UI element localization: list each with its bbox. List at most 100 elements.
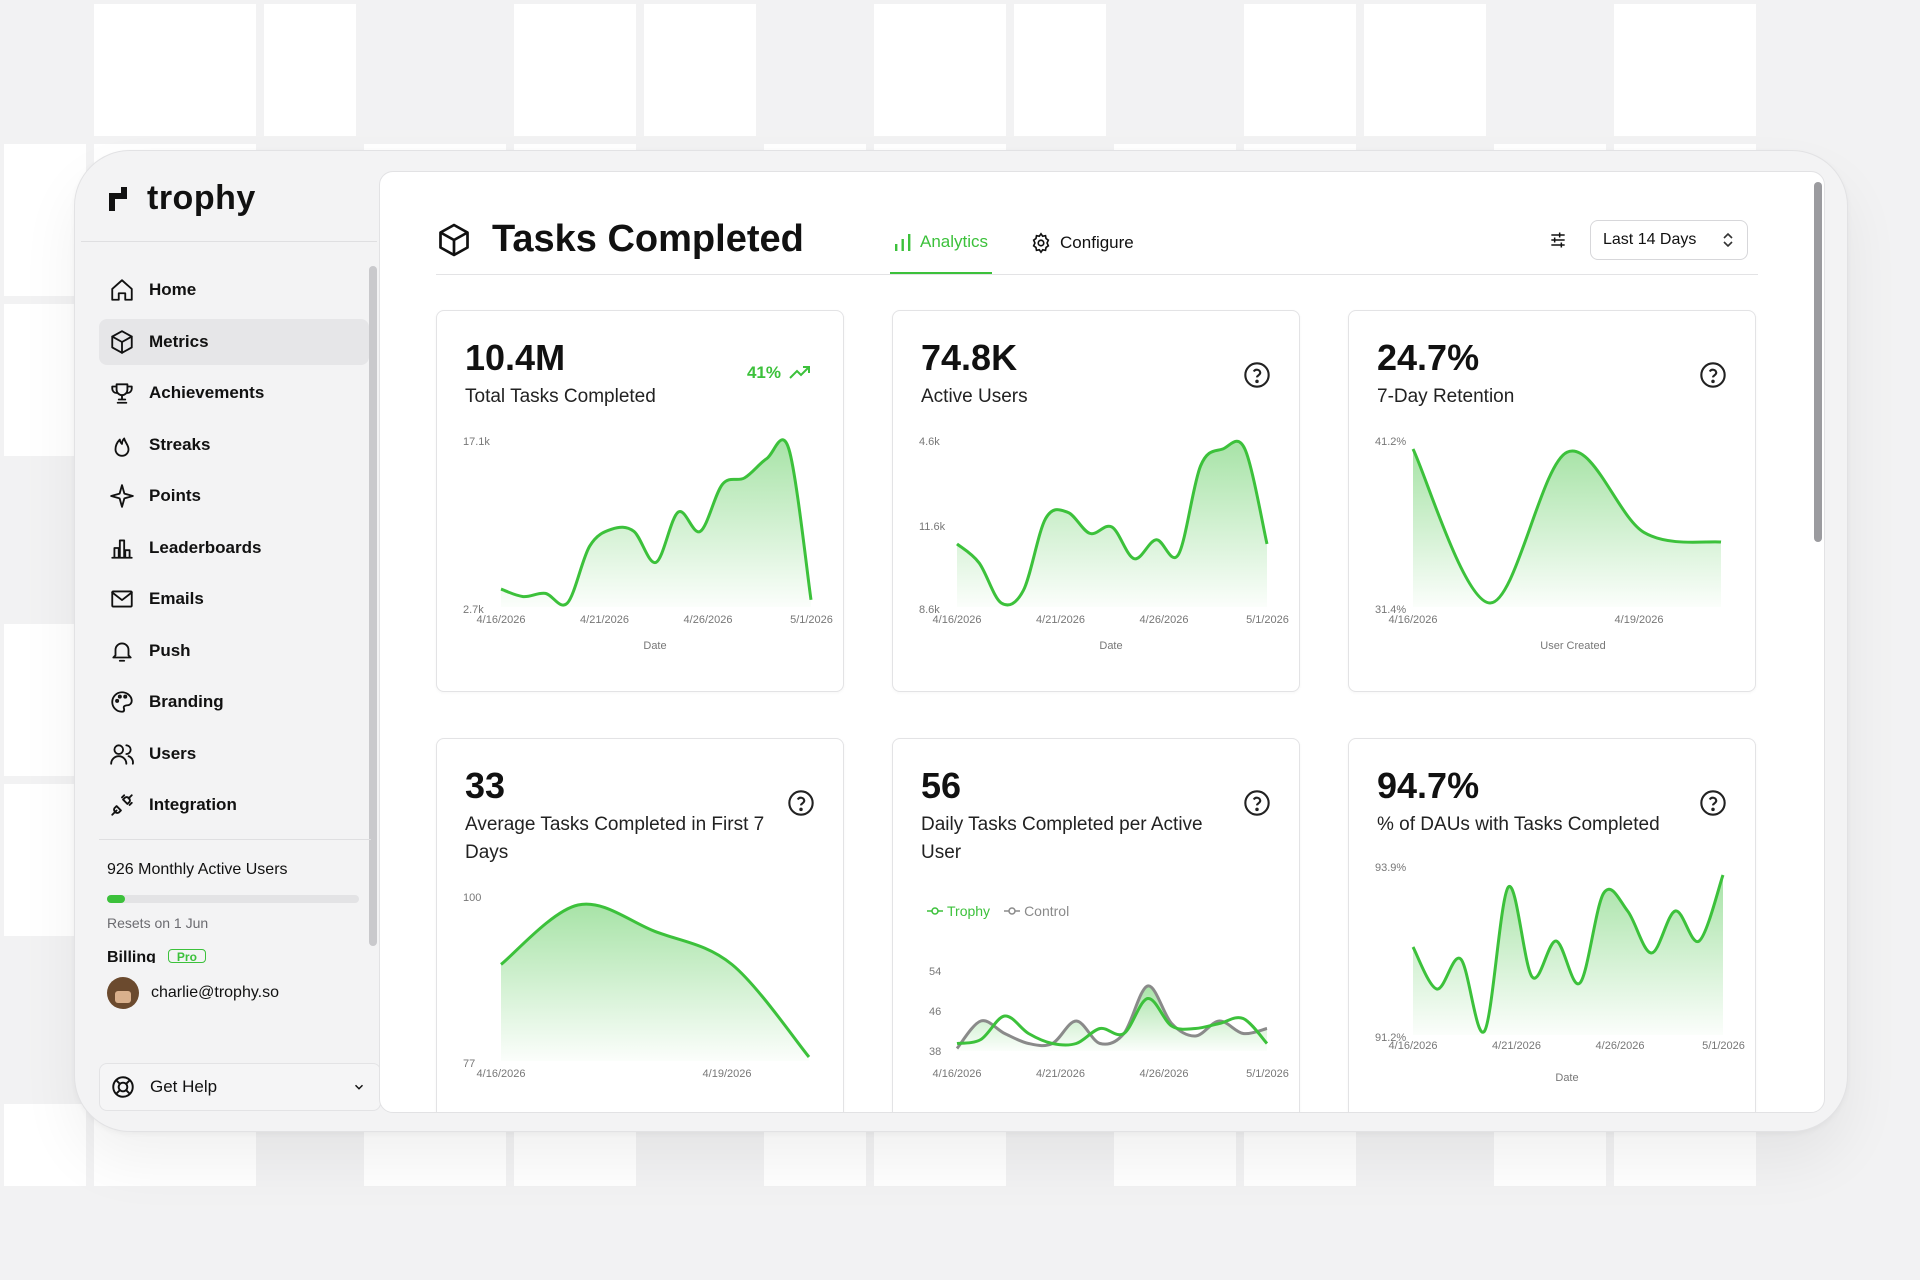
sidebar-item-metrics[interactable]: Metrics	[99, 318, 369, 365]
x-tick-label: 4/16/2026	[1389, 1040, 1438, 1052]
tab-analytics[interactable]: Analytics	[890, 212, 993, 274]
main-scrollbar[interactable]	[1814, 182, 1822, 542]
metric-value: 33	[465, 765, 506, 806]
metric-value: 74.8K	[921, 337, 1018, 378]
background-tile	[874, 4, 1006, 136]
sidebar-item-points[interactable]: Points	[99, 473, 369, 519]
flame-icon	[114, 437, 130, 457]
x-tick-label: 4/21/2026	[1036, 614, 1085, 626]
series-line	[955, 984, 1268, 1050]
sidebar-item-label: Metrics	[149, 331, 209, 351]
plan-badge: Pro	[167, 949, 206, 963]
help-icon[interactable]	[787, 789, 815, 822]
x-tick-label: 4/16/2026	[933, 1068, 982, 1080]
metric-card[interactable]: 74.8K Active Users 4.6k 8.6k 11.6k 4/16/2026 4…	[892, 310, 1300, 692]
metric-label: Active Users	[921, 386, 1028, 407]
sidebar-item-users[interactable]: Users	[99, 731, 369, 777]
sidebar-scrollbar[interactable]	[369, 266, 377, 946]
date-range-select[interactable]: Last 14 Days	[1590, 220, 1748, 260]
header-divider	[436, 274, 1758, 275]
sidebar-item-label: Home	[149, 280, 197, 299]
logo-text: trophy	[147, 179, 256, 217]
sidebar-item-branding[interactable]: Branding	[99, 679, 369, 725]
tab-configure[interactable]: Configure	[1026, 212, 1138, 274]
metric-card[interactable]: 10.4M Total Tasks Completed 41% 17.1k 2.7k 4/…	[436, 310, 844, 692]
y-tick-label: 11.6k	[919, 521, 946, 533]
chart: 100 774/16/2026 4/19/2026	[463, 892, 811, 1080]
sidebar-item-leaderboards[interactable]: Leaderboards	[99, 525, 369, 571]
help-icon[interactable]	[1699, 789, 1727, 822]
y-tick-label: 4.6k	[919, 436, 940, 448]
series-line	[956, 439, 1269, 607]
plug-icon	[111, 794, 133, 816]
metric-label: Average Tasks Completed in First 7 Days	[465, 814, 765, 863]
area-fill	[1413, 875, 1723, 1035]
sidebar-item-streaks[interactable]: Streaks	[99, 422, 369, 468]
get-help-button[interactable]: Get Help	[99, 1063, 381, 1111]
user-account[interactable]: charlie@trophy.so	[107, 977, 279, 1009]
legend: Trophy Control	[927, 903, 1069, 919]
filter-button[interactable]	[1548, 230, 1568, 255]
gear-icon	[1032, 232, 1050, 254]
metric-card[interactable]: 33 Average Tasks Completed in First 7 Day…	[436, 738, 844, 1112]
divider	[81, 241, 377, 242]
help-icon[interactable]	[1699, 361, 1727, 394]
cube-icon	[439, 223, 469, 256]
y-tick-label: 77	[463, 1058, 475, 1070]
series-line	[500, 438, 813, 607]
sidebar-item-integration[interactable]: Integration	[99, 782, 369, 828]
y-tick-label: 46	[929, 1006, 941, 1018]
background-tile	[4, 624, 86, 776]
sidebar-item-label: Emails	[149, 589, 204, 608]
sidebar-item-label: Users	[149, 743, 197, 763]
x-tick-label: 5/1/2026	[1246, 1068, 1289, 1080]
x-tick-label: 4/26/2026	[684, 614, 733, 626]
x-tick-label: 4/21/2026	[1492, 1040, 1541, 1052]
background-tile	[4, 144, 86, 296]
legend-item[interactable]: Control	[1004, 903, 1069, 919]
y-tick-label: 93.9%	[1375, 862, 1406, 874]
series-line	[1411, 874, 1725, 1034]
x-axis-label: Date	[643, 640, 666, 652]
sidebar-item-home[interactable]: Home	[99, 267, 369, 313]
metric-value: 10.4M	[465, 337, 566, 378]
sidebar-item-label: Integration	[149, 795, 237, 814]
main-panel: Tasks Completed Analytics Configure Last…	[379, 171, 1825, 1113]
sidebar-item-push[interactable]: Push	[99, 628, 369, 674]
usage-label: 926 Monthly Active Users	[107, 861, 288, 878]
area-fill	[501, 904, 809, 1061]
chart: 4.6k 8.6k 11.6k 4/16/2026 4/21/2026 4/26/2026…	[919, 436, 1289, 652]
legend-marker-icon	[927, 907, 943, 915]
sliders-icon	[1551, 232, 1565, 248]
palette-icon	[111, 691, 133, 713]
sidebar-item-achievements[interactable]: Achievements	[99, 370, 369, 416]
x-tick-label: 5/1/2026	[1246, 614, 1289, 626]
help-icon[interactable]	[1243, 361, 1271, 394]
area-fill	[501, 439, 811, 607]
mail-icon	[111, 590, 133, 608]
app-window: trophy Home Metrics Achievements Streaks Poi…	[74, 150, 1848, 1132]
logo[interactable]: trophy	[107, 179, 256, 218]
x-tick-label: 4/21/2026	[1036, 1068, 1085, 1080]
metric-value: 94.7%	[1377, 765, 1480, 806]
x-axis-label: Date	[1099, 640, 1122, 652]
metric-card[interactable]: 24.7% 7-Day Retention 41.2% 31.4% 4/16/2026 4…	[1348, 310, 1756, 692]
x-tick-label: 4/26/2026	[1596, 1040, 1645, 1052]
analytics-icon	[895, 234, 911, 251]
trend-up-icon	[789, 366, 810, 379]
x-tick-label: 4/16/2026	[477, 614, 526, 626]
usage-progress	[107, 895, 359, 903]
legend-item[interactable]: Trophy	[927, 903, 990, 919]
sidebar-item-label: Push	[149, 640, 191, 660]
help-icon[interactable]	[1243, 789, 1271, 822]
sparkle-icon	[110, 484, 134, 508]
sidebar-item-label: Branding	[149, 692, 224, 711]
sidebar-item-billing[interactable]: Billing Pro	[107, 949, 337, 963]
sidebar-item-emails[interactable]: Emails	[99, 576, 369, 622]
x-axis-label: Date	[1555, 1072, 1578, 1084]
metric-card[interactable]: 94.7% % of DAUs with Tasks Completed 93.9%…	[1348, 738, 1756, 1112]
sidebar-item-label: Leaderboards	[149, 537, 262, 557]
x-tick-label: 4/19/2026	[1615, 614, 1664, 626]
avatar	[107, 977, 139, 1009]
metric-card[interactable]: 56 Daily Tasks Completed per Active User 3…	[892, 738, 1300, 1112]
